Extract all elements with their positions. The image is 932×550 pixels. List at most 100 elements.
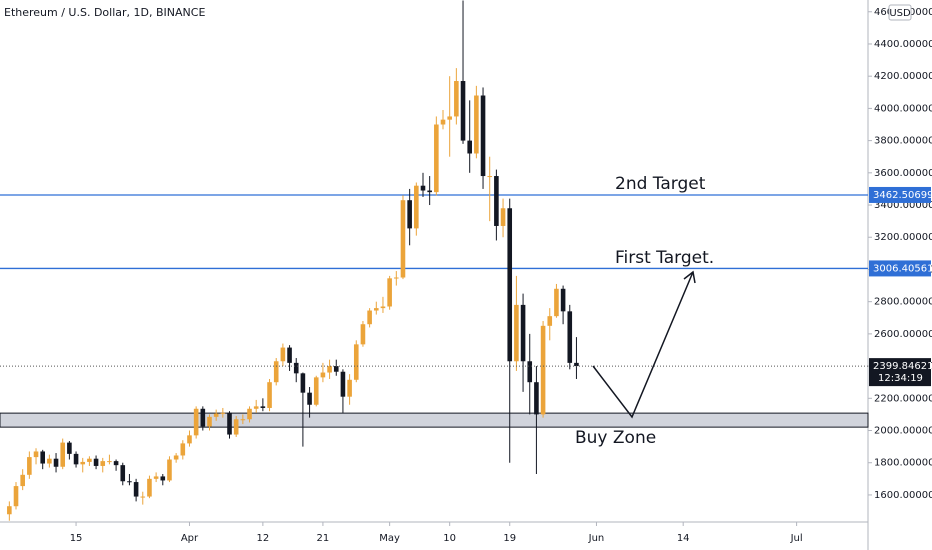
- candle-body: [414, 185, 419, 229]
- arrow-head: [683, 270, 696, 284]
- annotation: First Target.: [615, 248, 714, 268]
- candle-body: [140, 496, 146, 498]
- y-tick-label: 3400.000000: [874, 200, 932, 211]
- candle-body: [333, 366, 339, 372]
- y-tick-label: 2600.000000: [874, 329, 932, 340]
- candle-body: [307, 392, 312, 405]
- candle-body: [427, 190, 432, 193]
- chart-title: Ethereum / U.S. Dollar, 1D, BINANCE: [4, 6, 205, 19]
- y-tick-label: 3800.000000: [874, 136, 932, 147]
- candle-body: [240, 419, 246, 421]
- last-price-box: [869, 358, 931, 387]
- candle-body: [87, 458, 92, 462]
- candle-body: [320, 372, 326, 378]
- last-price-label: 2399.846218: [873, 361, 932, 372]
- candle-body: [127, 481, 132, 483]
- annotation: 2nd Target: [615, 174, 706, 194]
- price-label-box: [869, 260, 931, 277]
- candle-body: [353, 344, 359, 380]
- x-tick-label: Apr: [181, 533, 199, 544]
- candle-body: [147, 478, 152, 497]
- y-tick-label: 4000.000000: [874, 103, 932, 114]
- candle-body: [514, 304, 519, 362]
- price-axis: 1600.000000 1800.000000 2000.000000 2200.00…: [868, 4, 932, 501]
- candle-body: [380, 306, 386, 309]
- candle-body: [534, 382, 539, 415]
- candle-body: [53, 458, 59, 467]
- y-tick-label: 2200.000000: [874, 393, 932, 404]
- y-tick-label: 3200.000000: [874, 232, 932, 243]
- candle-body: [273, 361, 279, 383]
- candle-body: [460, 81, 466, 141]
- candle-body: [394, 277, 399, 279]
- currency-box: [888, 4, 912, 21]
- y-tick-label: 1600.000000: [874, 490, 932, 501]
- candle-body: [407, 200, 412, 229]
- candle-body: [327, 366, 332, 373]
- candle-body: [554, 288, 559, 317]
- candle-body: [113, 461, 119, 466]
- candle-body: [367, 310, 372, 325]
- x-tick-label: Jun: [588, 533, 605, 544]
- candle-body: [20, 474, 25, 487]
- candle-body: [60, 442, 66, 467]
- candle-body: [567, 311, 573, 363]
- x-tick-label: 15: [70, 533, 83, 544]
- candle-body: [27, 457, 32, 475]
- candle-body: [420, 185, 426, 191]
- candle-body: [540, 325, 546, 415]
- candle-body: [340, 371, 346, 397]
- countdown-label: 12:34:19: [878, 373, 923, 384]
- candle-body: [494, 176, 499, 226]
- y-tick-label: 2000.000000: [874, 426, 932, 437]
- candle-body: [360, 324, 366, 345]
- x-tick-label: Jul: [790, 533, 803, 544]
- candle-body: [267, 382, 272, 408]
- candle-body: [7, 506, 12, 515]
- candle-body: [487, 176, 493, 178]
- candle-body: [454, 81, 459, 117]
- candle-body: [120, 465, 126, 482]
- candle-body: [247, 408, 252, 420]
- candle-body: [373, 308, 379, 311]
- candle-body: [480, 95, 486, 177]
- candle-body: [213, 413, 219, 417]
- candle-body: [507, 208, 513, 362]
- candle-body: [447, 116, 452, 120]
- candle-body: [287, 347, 292, 363]
- candle-body: [227, 412, 232, 435]
- candle-body: [500, 208, 506, 226]
- candle-body: [474, 95, 479, 154]
- candle-body: [467, 140, 472, 154]
- x-tick-label: 14: [677, 533, 690, 544]
- candle-body: [547, 316, 553, 326]
- candle-body: [13, 486, 19, 507]
- candle-body: [180, 443, 186, 456]
- candle-body: [253, 406, 259, 409]
- currency-label: USD: [889, 8, 911, 19]
- candle-body: [207, 416, 212, 427]
- candle-body: [293, 362, 299, 374]
- candle-body: [173, 455, 179, 460]
- y-tick-label: 3600.000000: [874, 168, 932, 179]
- candle-body: [40, 451, 45, 464]
- x-tick-label: May: [379, 533, 400, 544]
- candle-body: [133, 482, 139, 497]
- candle-body: [520, 304, 526, 362]
- candle-body: [167, 459, 172, 481]
- candle-body: [67, 442, 72, 454]
- y-tick-label: 1800.000000: [874, 458, 932, 469]
- y-tick-label: 4400.000000: [874, 39, 932, 50]
- candle-body: [400, 200, 406, 278]
- candle-body: [440, 119, 446, 125]
- candle-body: [93, 458, 99, 466]
- y-tick-label: 4200.000000: [874, 71, 932, 82]
- projection-arrow: [592, 271, 694, 419]
- candle-body: [434, 124, 439, 193]
- candle-body: [233, 419, 239, 435]
- x-tick-label: 21: [317, 533, 330, 544]
- price-label: 3006.405618: [873, 263, 932, 274]
- candle-body: [200, 408, 206, 427]
